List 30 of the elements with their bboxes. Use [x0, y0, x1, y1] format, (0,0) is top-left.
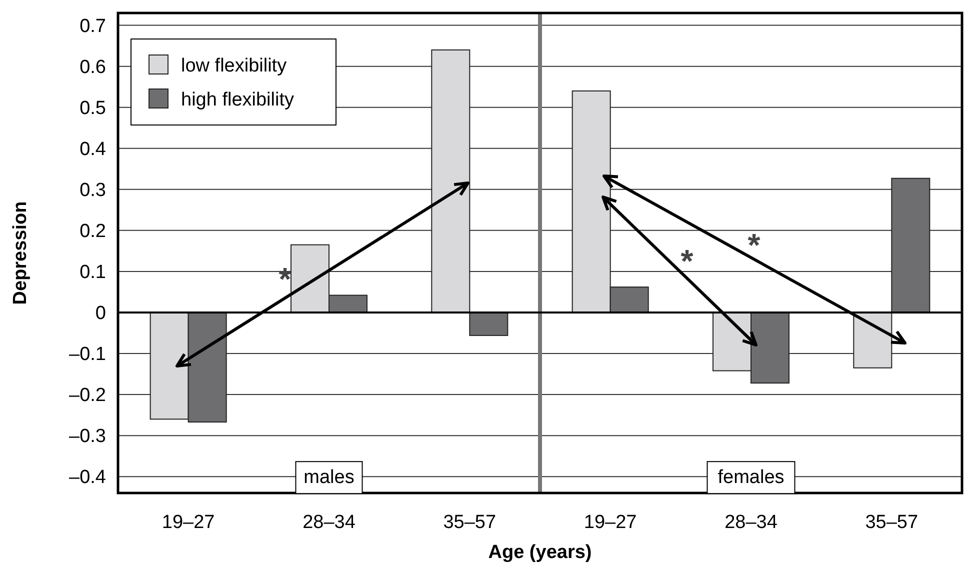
y-tick-label: 0.4	[80, 139, 106, 160]
x-tick-label: 35–57	[443, 512, 496, 533]
y-tick-label: –0.2	[69, 385, 106, 406]
bar	[891, 178, 930, 313]
y-tick-label: 0.6	[80, 56, 106, 78]
annotation: females	[718, 467, 784, 488]
x-tick-label: 28–34	[302, 512, 356, 533]
x-tick-label: 35–57	[865, 512, 918, 533]
x-axis-title: Age (years)	[488, 542, 592, 563]
y-tick-label: 0.7	[80, 16, 106, 37]
y-tick-label: 0.3	[80, 180, 106, 202]
annotation: *	[680, 243, 694, 279]
y-tick-label: 0.2	[80, 221, 106, 242]
legend-label: high flexibility	[181, 90, 294, 111]
x-tick-label: 19–27	[162, 512, 215, 533]
y-tick-label: –0.4	[69, 467, 106, 488]
y-tick-label: –0.3	[69, 426, 106, 448]
bar	[469, 312, 508, 336]
y-tick-label: 0.1	[80, 262, 106, 284]
bar	[853, 312, 892, 368]
legend-label: low flexibility	[181, 56, 288, 77]
annotation: males	[304, 467, 354, 488]
y-tick-label: –0.1	[69, 344, 106, 366]
x-tick-label: 28–34	[724, 512, 778, 533]
x-tick-label: 19–27	[584, 512, 637, 533]
y-axis-title: Depression	[10, 201, 31, 305]
y-tick-label: 0	[95, 303, 106, 324]
y-tick-label: 0.5	[80, 98, 106, 120]
bar	[431, 49, 470, 313]
annotation: *	[748, 227, 761, 263]
